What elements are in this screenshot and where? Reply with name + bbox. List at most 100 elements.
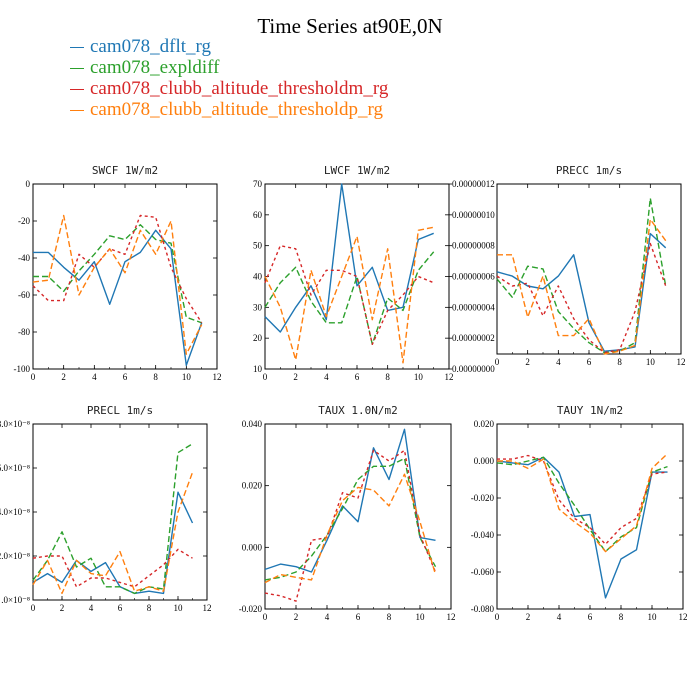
series-line-4 [497, 453, 668, 553]
series-line-3 [32, 548, 193, 588]
y2-tick-label: 0.00000010 [452, 210, 495, 220]
legend-item: cam078_dflt_rg [70, 36, 388, 57]
x-tick-label: 10 [646, 357, 656, 367]
x-tick-label: 6 [588, 612, 593, 622]
x-tick-label: 12 [677, 357, 686, 367]
x-tick-label: 0 [495, 612, 500, 622]
chart-title: LWCF 1W/m2 [324, 164, 390, 177]
x-tick-label: 6 [355, 372, 360, 382]
series-line-2 [32, 443, 193, 595]
plot-frame [264, 423, 452, 610]
chart-panel-1: SWCF 1W/m2 0 2 4 6 8 10 12 -100 -80 -60 -40 -20 0 [14, 164, 222, 382]
x-tick-label: 2 [61, 372, 66, 382]
chart-panel-2: LWCF 1W/m2 0 2 4 6 8 10 12 10 20 30 40 50 60 70 0.00000… [253, 164, 495, 382]
x-tick-label: 2 [526, 612, 531, 622]
legend-item: cam078_clubb_altitude_thresholdp_rg [70, 99, 388, 120]
legend-swatch [70, 47, 84, 49]
y2-tick-label: 0.00000012 [452, 179, 495, 189]
y2-tick-label: 0.00000002 [452, 333, 495, 343]
y-tick-label: -0.080 [471, 604, 495, 614]
y-tick-label: -60 [18, 290, 30, 300]
series-line-2 [264, 251, 435, 345]
x-tick-label: 2 [60, 603, 65, 613]
x-tick-label: 4 [92, 372, 97, 382]
x-tick-label: 12 [447, 612, 456, 622]
x-tick-label: 0 [495, 357, 500, 367]
y-tick-label: 10 [253, 364, 263, 374]
y-tick-label: 0.040 [242, 419, 263, 429]
y-tick-label: 40 [253, 272, 263, 282]
series-line-3 [497, 454, 668, 545]
y-tick-label: 70 [253, 179, 263, 189]
x-tick-label: 12 [213, 372, 222, 382]
x-tick-label: 10 [182, 372, 192, 382]
x-tick-label: 10 [174, 603, 184, 613]
series-line-4 [32, 214, 203, 355]
plot-frame [264, 183, 450, 370]
y2-tick-label: 0.00000000 [452, 364, 495, 374]
y-tick-label: -20 [18, 216, 30, 226]
y-tick-label: -40 [18, 253, 30, 263]
series-line-4 [264, 226, 434, 364]
x-tick-label: 8 [387, 612, 392, 622]
series-line-2 [496, 197, 667, 354]
y-tick-label: 20 [253, 333, 263, 343]
series-line-4 [32, 472, 194, 595]
x-tick-label: 4 [89, 603, 94, 613]
x-tick-label: 0 [263, 372, 268, 382]
series-line-1 [32, 491, 194, 595]
y-tick-label: -0.020 [471, 493, 495, 503]
plot-frame [496, 183, 682, 355]
x-tick-label: 2 [525, 357, 530, 367]
x-tick-label: 6 [587, 357, 592, 367]
x-tick-label: 0 [263, 612, 268, 622]
y2-tick-label: 0.00000006 [452, 272, 495, 282]
y-tick-label: .0×10⁻⁸ [1, 595, 30, 605]
legend-label: cam078_clubb_altitude_thresholdm_rg [90, 78, 389, 99]
y-tick-label: 0.020 [474, 419, 495, 429]
x-tick-label: 6 [356, 612, 361, 622]
y-tick-label: 30 [253, 302, 263, 312]
x-tick-label: 8 [617, 357, 622, 367]
legend-item: cam078_clubb_altitude_thresholdm_rg [70, 78, 388, 99]
series-line-1 [264, 183, 434, 333]
x-tick-label: 10 [414, 372, 424, 382]
y-tick-label: 8.0×10⁻⁸ [0, 419, 30, 429]
x-tick-label: 4 [556, 357, 561, 367]
chart-title: PRECL 1m/s [87, 404, 153, 417]
chart-panel-5: TAUX 1.0N/m2 0 2 4 6 8 10 12 -0.020 0.000 0.020 0.0… [239, 404, 456, 622]
series-line-3 [264, 449, 437, 602]
x-tick-label: 6 [123, 372, 128, 382]
y-tick-label: 0.000 [242, 542, 263, 552]
series-line-4 [264, 473, 437, 584]
chart-panel-6: TAUY 1N/m2 0 2 4 6 8 10 12 -0.080 -0.060 -0.040 -0.… [471, 404, 688, 622]
legend-label: cam078_dflt_rg [90, 36, 212, 57]
x-tick-label: 0 [31, 603, 36, 613]
y2-tick-label: 0.00000004 [452, 302, 495, 312]
series-line-1 [33, 229, 203, 366]
x-tick-label: 10 [648, 612, 658, 622]
x-tick-label: 4 [325, 612, 330, 622]
x-tick-label: 4 [324, 372, 329, 382]
y-tick-label: 60 [253, 210, 263, 220]
figure-title: Time Series at90E,0N [257, 14, 443, 38]
chart-panel-4: PRECL 1m/s 0 2 4 6 8 10 12 .0×10⁻⁸ 2.0×10⁻⁸ 4.0×10… [0, 404, 212, 613]
series-line-3 [496, 242, 667, 354]
x-tick-label: 8 [619, 612, 624, 622]
legend-swatch [70, 89, 84, 91]
y-tick-label: 0.000 [474, 456, 495, 466]
y-tick-label: 2.0×10⁻⁸ [0, 551, 30, 561]
plot-frame [32, 183, 218, 370]
x-tick-label: 8 [147, 603, 152, 613]
legend: cam078_dflt_rg cam078_expldiff cam078_cl… [70, 36, 388, 120]
series-line-3 [264, 244, 434, 345]
y-tick-label: 0.020 [242, 481, 263, 491]
y-tick-label: 6.0×10⁻⁸ [0, 463, 30, 473]
series-line-1 [264, 428, 436, 573]
x-tick-label: 12 [679, 612, 688, 622]
chart-title: PRECC 1m/s [556, 164, 622, 177]
x-tick-label: 12 [445, 372, 454, 382]
x-tick-label: 4 [557, 612, 562, 622]
y-tick-label: -100 [14, 364, 31, 374]
